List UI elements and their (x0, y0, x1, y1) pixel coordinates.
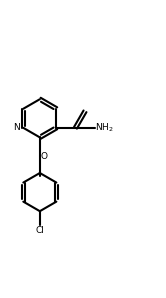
Text: O: O (41, 152, 48, 161)
Text: N: N (14, 123, 20, 132)
Text: Cl: Cl (35, 226, 44, 235)
Text: NH$_2$: NH$_2$ (95, 122, 114, 134)
